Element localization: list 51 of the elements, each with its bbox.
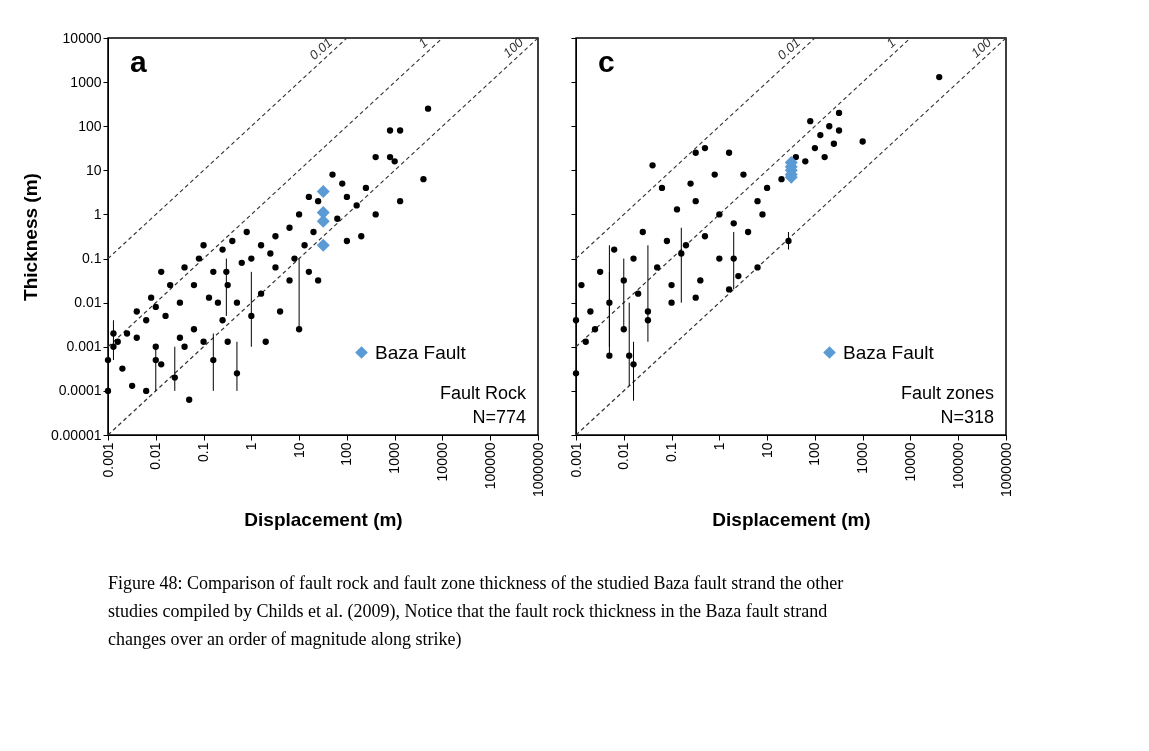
x-tick-label: 1000 — [386, 442, 403, 474]
x-axis-title: Displacement (m) — [712, 509, 871, 530]
annotation: 1 — [883, 34, 899, 51]
y-tick-label: 100 — [78, 117, 102, 134]
x-tick-label: 0.01 — [615, 442, 632, 470]
annotation: c — [598, 45, 615, 78]
text: studies compiled by Childs et al. (2009), Notice that the fault rock thickness in the Baza fault strand — [108, 601, 828, 622]
annotation: 100 — [500, 34, 527, 61]
annotation: N=318 — [940, 407, 994, 427]
y-tick-label: 1000 — [70, 73, 102, 90]
x-tick-label: 1 — [242, 442, 259, 451]
x-tick-label: 1000 — [854, 442, 871, 474]
legend-label: Baza Fault — [843, 341, 935, 363]
x-tick-label: 1 — [710, 442, 727, 451]
y-tick-label: 10000 — [62, 29, 102, 46]
y-tick-label: 0.001 — [66, 338, 102, 355]
annotation: Fault zones — [900, 383, 994, 403]
x-tick-label: 1000000 — [997, 442, 1014, 498]
annotation: a — [130, 45, 147, 78]
legend-label: Baza Fault — [375, 341, 467, 363]
x-tick-label: 10 — [758, 442, 775, 459]
x-tick-label: 10000 — [433, 442, 450, 482]
x-tick-label: 0.1 — [663, 442, 680, 462]
x-tick-label: 0.001 — [567, 442, 584, 478]
x-tick-label: 100 — [338, 442, 355, 466]
y-tick-label: 10 — [85, 161, 102, 178]
y-tick-label: 0.00001 — [50, 426, 102, 443]
annotation: 1 — [415, 34, 431, 51]
annotation: N=774 — [472, 407, 526, 427]
annotation: 100 — [968, 34, 995, 61]
x-tick-label: 10000 — [901, 442, 918, 482]
point — [316, 185, 330, 199]
y-tick-label: 0.1 — [82, 250, 102, 267]
x-tick-label: 100000 — [481, 442, 498, 490]
annotation: 0.01 — [774, 34, 804, 63]
annotation: 0.01 — [306, 34, 336, 63]
caption: Figure 48: Comparison of fault rock and fault zone thickness of the studied Baza fault strand the other — [108, 573, 844, 593]
x-axis-title: Displacement (m) — [244, 509, 403, 530]
x-tick-label: 100000 — [949, 442, 966, 490]
text: changes over an order of magnitude along strike) — [108, 629, 462, 650]
y-axis-title: Thickness (m) — [19, 173, 41, 301]
x-tick-label: 0.1 — [195, 442, 212, 462]
y-tick-label: 0.0001 — [58, 382, 102, 399]
x-tick-label: 100 — [806, 442, 823, 466]
y-tick-label: 0.01 — [74, 294, 102, 311]
x-tick-label: 0.01 — [147, 442, 164, 470]
y-tick-label: 1 — [93, 205, 102, 222]
annotation: Fault Rock — [439, 383, 527, 403]
x-tick-label: 10 — [290, 442, 307, 459]
point — [316, 238, 330, 252]
x-tick-label: 1000000 — [529, 442, 546, 498]
